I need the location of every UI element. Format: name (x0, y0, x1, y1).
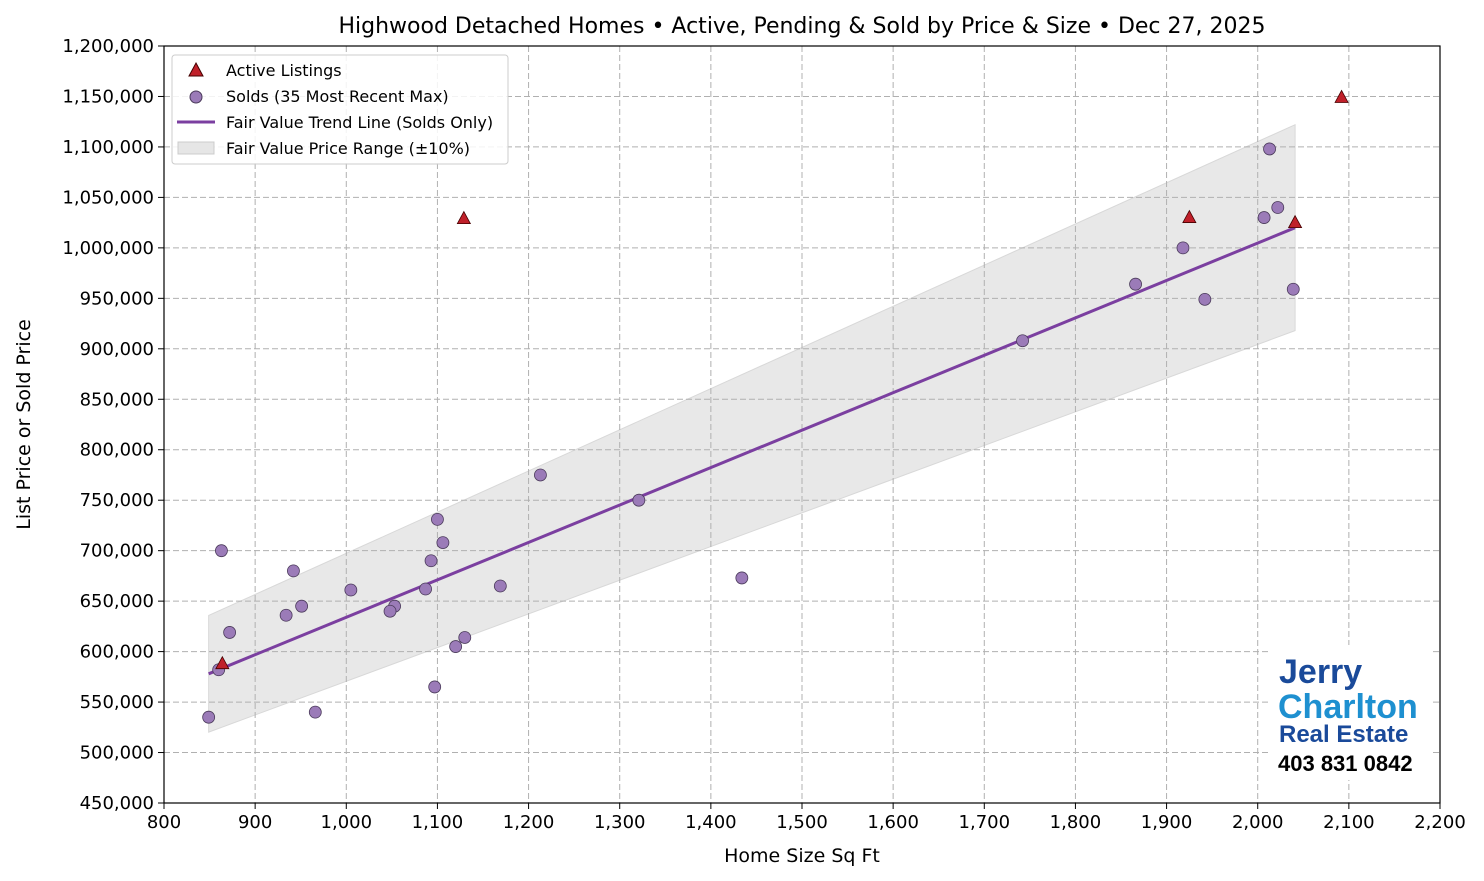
y-tick-label: 900,000 (80, 339, 154, 360)
sold-point (287, 564, 300, 578)
x-tick-label: 1,000 (321, 812, 373, 833)
y-tick-label: 1,000,000 (62, 238, 154, 259)
sold-point (431, 512, 444, 526)
legend-label: Fair Value Trend Line (Solds Only) (226, 113, 493, 132)
active-listing-point (215, 655, 230, 670)
x-tick-label: 1,100 (412, 812, 464, 833)
x-tick-label: 800 (147, 812, 181, 833)
y-tick-label: 850,000 (80, 389, 154, 410)
x-tick-label: 1,800 (1050, 812, 1102, 833)
logo-line2: Charlton (1278, 688, 1418, 726)
y-tick-label: 750,000 (80, 490, 154, 511)
sold-point (1198, 292, 1212, 306)
sold-point (428, 680, 442, 694)
y-tick-label: 1,050,000 (62, 187, 154, 208)
sold-point (632, 493, 646, 507)
x-tick-label: 1,400 (685, 812, 737, 833)
plot-frame (163, 45, 1441, 804)
legend-label: Fair Value Price Range (±10%) (226, 139, 470, 158)
legend-label: Solds (35 Most Recent Max) (226, 87, 449, 106)
sold-point (295, 599, 309, 613)
y-tick-label: 1,100,000 (62, 137, 154, 158)
sold-point (383, 604, 397, 618)
active-listing-point (456, 210, 472, 224)
legend-box (171, 54, 509, 165)
x-tick-label: 900 (238, 812, 272, 833)
trend-line (208, 226, 1296, 676)
sold-point (215, 544, 228, 558)
x-tick-label: 2,000 (1232, 812, 1284, 833)
sold-point (735, 571, 749, 585)
sold-point (1271, 201, 1285, 214)
legend-circle-icon (189, 90, 203, 104)
logo-line3: Real Estate (1279, 721, 1409, 748)
active-listing-point (1334, 89, 1349, 103)
x-tick-label: 1,500 (776, 812, 828, 833)
logo-phone: 403 831 0842 (1278, 751, 1413, 776)
x-tick-label: 1,900 (1141, 812, 1193, 833)
sold-point (1257, 211, 1271, 224)
y-tick-label: 800,000 (80, 440, 154, 461)
legend-band-icon (177, 141, 215, 155)
y-tick-label: 550,000 (80, 692, 154, 713)
y-axis-label: List Price or Sold Price (13, 319, 35, 530)
active-listing-point (1287, 214, 1303, 229)
sold-point (223, 626, 237, 639)
legend-label: Active Listings (226, 61, 342, 80)
sold-point (419, 582, 432, 596)
sold-point (458, 631, 472, 644)
active-listing-point (1182, 209, 1197, 223)
y-tick-label: 650,000 (80, 591, 154, 612)
brand-logo: Jerry Charlton Real Estate 403 831 0842 (1270, 645, 1430, 780)
x-tick-label: 1,700 (959, 812, 1011, 833)
sold-point (534, 468, 547, 482)
sold-point (449, 640, 463, 653)
sold-point (424, 554, 438, 568)
chart-title: Highwood Detached Homes • Active, Pendin… (338, 14, 1265, 39)
sold-point (436, 536, 450, 549)
sold-point (1286, 282, 1300, 296)
logo-line1: Jerry (1279, 653, 1363, 691)
sold-point (308, 705, 322, 719)
sold-point (1016, 334, 1029, 348)
x-tick-label: 2,100 (1323, 812, 1375, 833)
sold-point (1263, 142, 1276, 156)
sold-point (279, 608, 293, 622)
y-tick-label: 700,000 (80, 541, 154, 562)
y-tick-label: 1,200,000 (62, 36, 154, 57)
sold-point (1129, 277, 1142, 291)
x-axis-label: Home Size Sq Ft (724, 845, 880, 867)
x-tick-label: 2,200 (1414, 812, 1466, 833)
x-tick-label: 1,600 (867, 812, 919, 833)
x-tick-label: 1,200 (503, 812, 555, 833)
sold-point (493, 579, 507, 593)
sold-point (1176, 241, 1190, 255)
y-tick-label: 450,000 (80, 793, 154, 814)
y-tick-label: 950,000 (80, 288, 154, 309)
y-tick-label: 600,000 (80, 642, 154, 663)
x-tick-label: 1,300 (594, 812, 646, 833)
sold-point (344, 583, 358, 597)
sold-point (202, 710, 216, 724)
fair-value-band (208, 123, 1296, 733)
y-tick-label: 1,150,000 (62, 86, 154, 107)
legend-triangle-icon (188, 61, 204, 77)
y-tick-label: 500,000 (80, 743, 154, 764)
